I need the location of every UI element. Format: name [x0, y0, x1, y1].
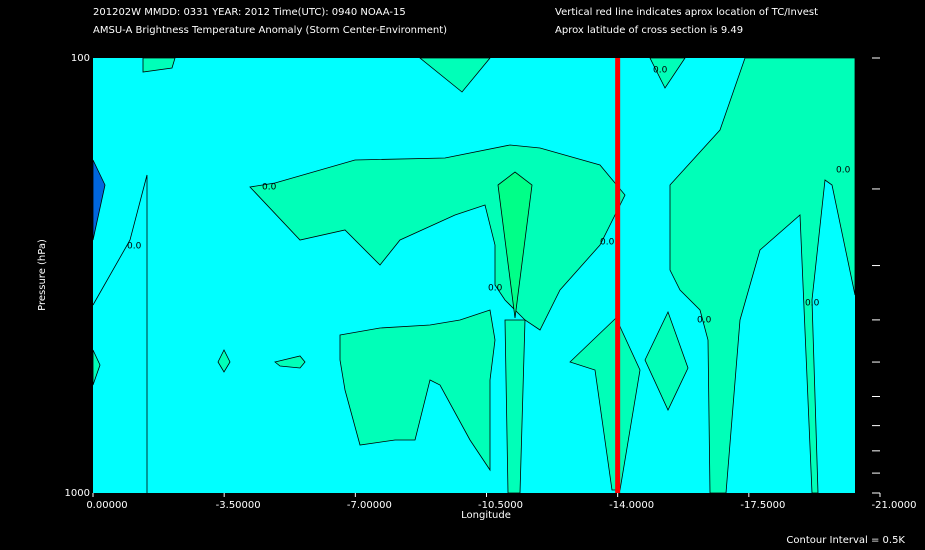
contour-label: 0.0: [488, 284, 503, 294]
x-tick-label: -10.5000: [478, 500, 523, 511]
x-tick-label: -14.0000: [609, 500, 654, 511]
contour-label: 0.0: [653, 66, 668, 76]
note: Aprox latitude of cross section is 9.49: [555, 25, 743, 36]
contour-label: 0.0: [805, 299, 820, 309]
x-tick-label: -17.5000: [740, 500, 785, 511]
contours: 0.0 0.0 0.0 0.0 0.0 0.0 0.0 0.0: [92, 57, 856, 494]
x-tick-label: 0.00000: [86, 500, 127, 511]
x-tick-label: -21.0000: [872, 500, 917, 511]
x-tick-label: -7.00000: [347, 500, 392, 511]
x-tick-label: -3.50000: [216, 500, 261, 511]
no-data: [855, 58, 880, 493]
contour-interval: Contour Interval = 0.5K: [786, 535, 905, 546]
contour-label: 0.0: [697, 316, 712, 326]
title: 201202W MMDD: 0331 YEAR: 2012 Time(UTC):…: [93, 7, 406, 18]
contour-label: 0.0: [836, 166, 851, 176]
title: AMSU-A Brightness Temperature Anomaly (S…: [93, 25, 447, 36]
contour-label: 0.0: [262, 183, 277, 193]
contour-label: 0.0: [127, 242, 142, 252]
note: Vertical red line indicates aprox locati…: [555, 7, 818, 18]
y-axis-title: Pressure (hPa): [37, 239, 48, 311]
contour-label: 0.0: [600, 238, 615, 248]
x-axis-title: Longitude: [461, 510, 511, 521]
y-tick-label: 1000: [65, 488, 90, 499]
y-tick-label: 100: [71, 53, 90, 64]
